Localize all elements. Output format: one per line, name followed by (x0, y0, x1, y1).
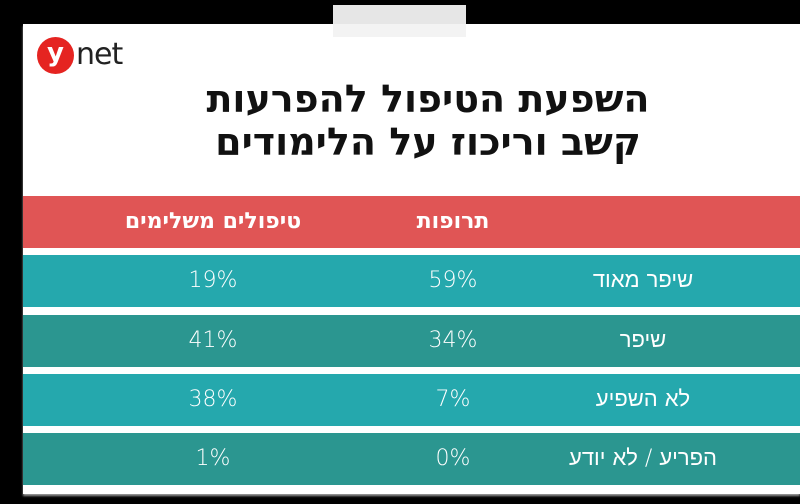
table-row: 41% 34% שיפר (23, 315, 800, 367)
page-title: השפעת הטיפול להפרעות קשב וריכוז על הלימו… (148, 78, 708, 164)
cell-complementary: 19% (188, 268, 238, 293)
tape-decoration (333, 5, 466, 37)
table-row: 1% 0% הפריע / לא יודע (23, 433, 800, 485)
row-label: שיפר מאוד (592, 268, 694, 293)
logo-circle: y (37, 36, 74, 74)
table-row: 38% 7% לא השפיע (23, 374, 800, 426)
column-header-complementary: טיפולים משלימים (124, 209, 302, 234)
row-label: הפריע / לא יודע (569, 446, 717, 471)
ynet-logo: y net (37, 35, 123, 75)
row-label: שיפר (619, 328, 667, 353)
cell-medication: 7% (435, 387, 471, 412)
cell-complementary: 38% (188, 387, 238, 412)
title-line-1: השפעת הטיפול להפרעות (206, 77, 650, 121)
cell-medication: 59% (428, 268, 478, 293)
logo-text: net (76, 37, 123, 72)
table-header: תרופות טיפולים משלימים (23, 196, 800, 248)
cell-complementary: 1% (195, 446, 231, 471)
cell-medication: 0% (435, 446, 471, 471)
row-label: לא השפיע (595, 387, 691, 412)
column-header-medication: תרופות (416, 209, 490, 234)
title-line-2: קשב וריכוז על הלימודים (215, 120, 641, 164)
cell-complementary: 41% (188, 328, 238, 353)
table-row: 19% 59% שיפר מאוד (23, 255, 800, 307)
cell-medication: 34% (428, 328, 478, 353)
